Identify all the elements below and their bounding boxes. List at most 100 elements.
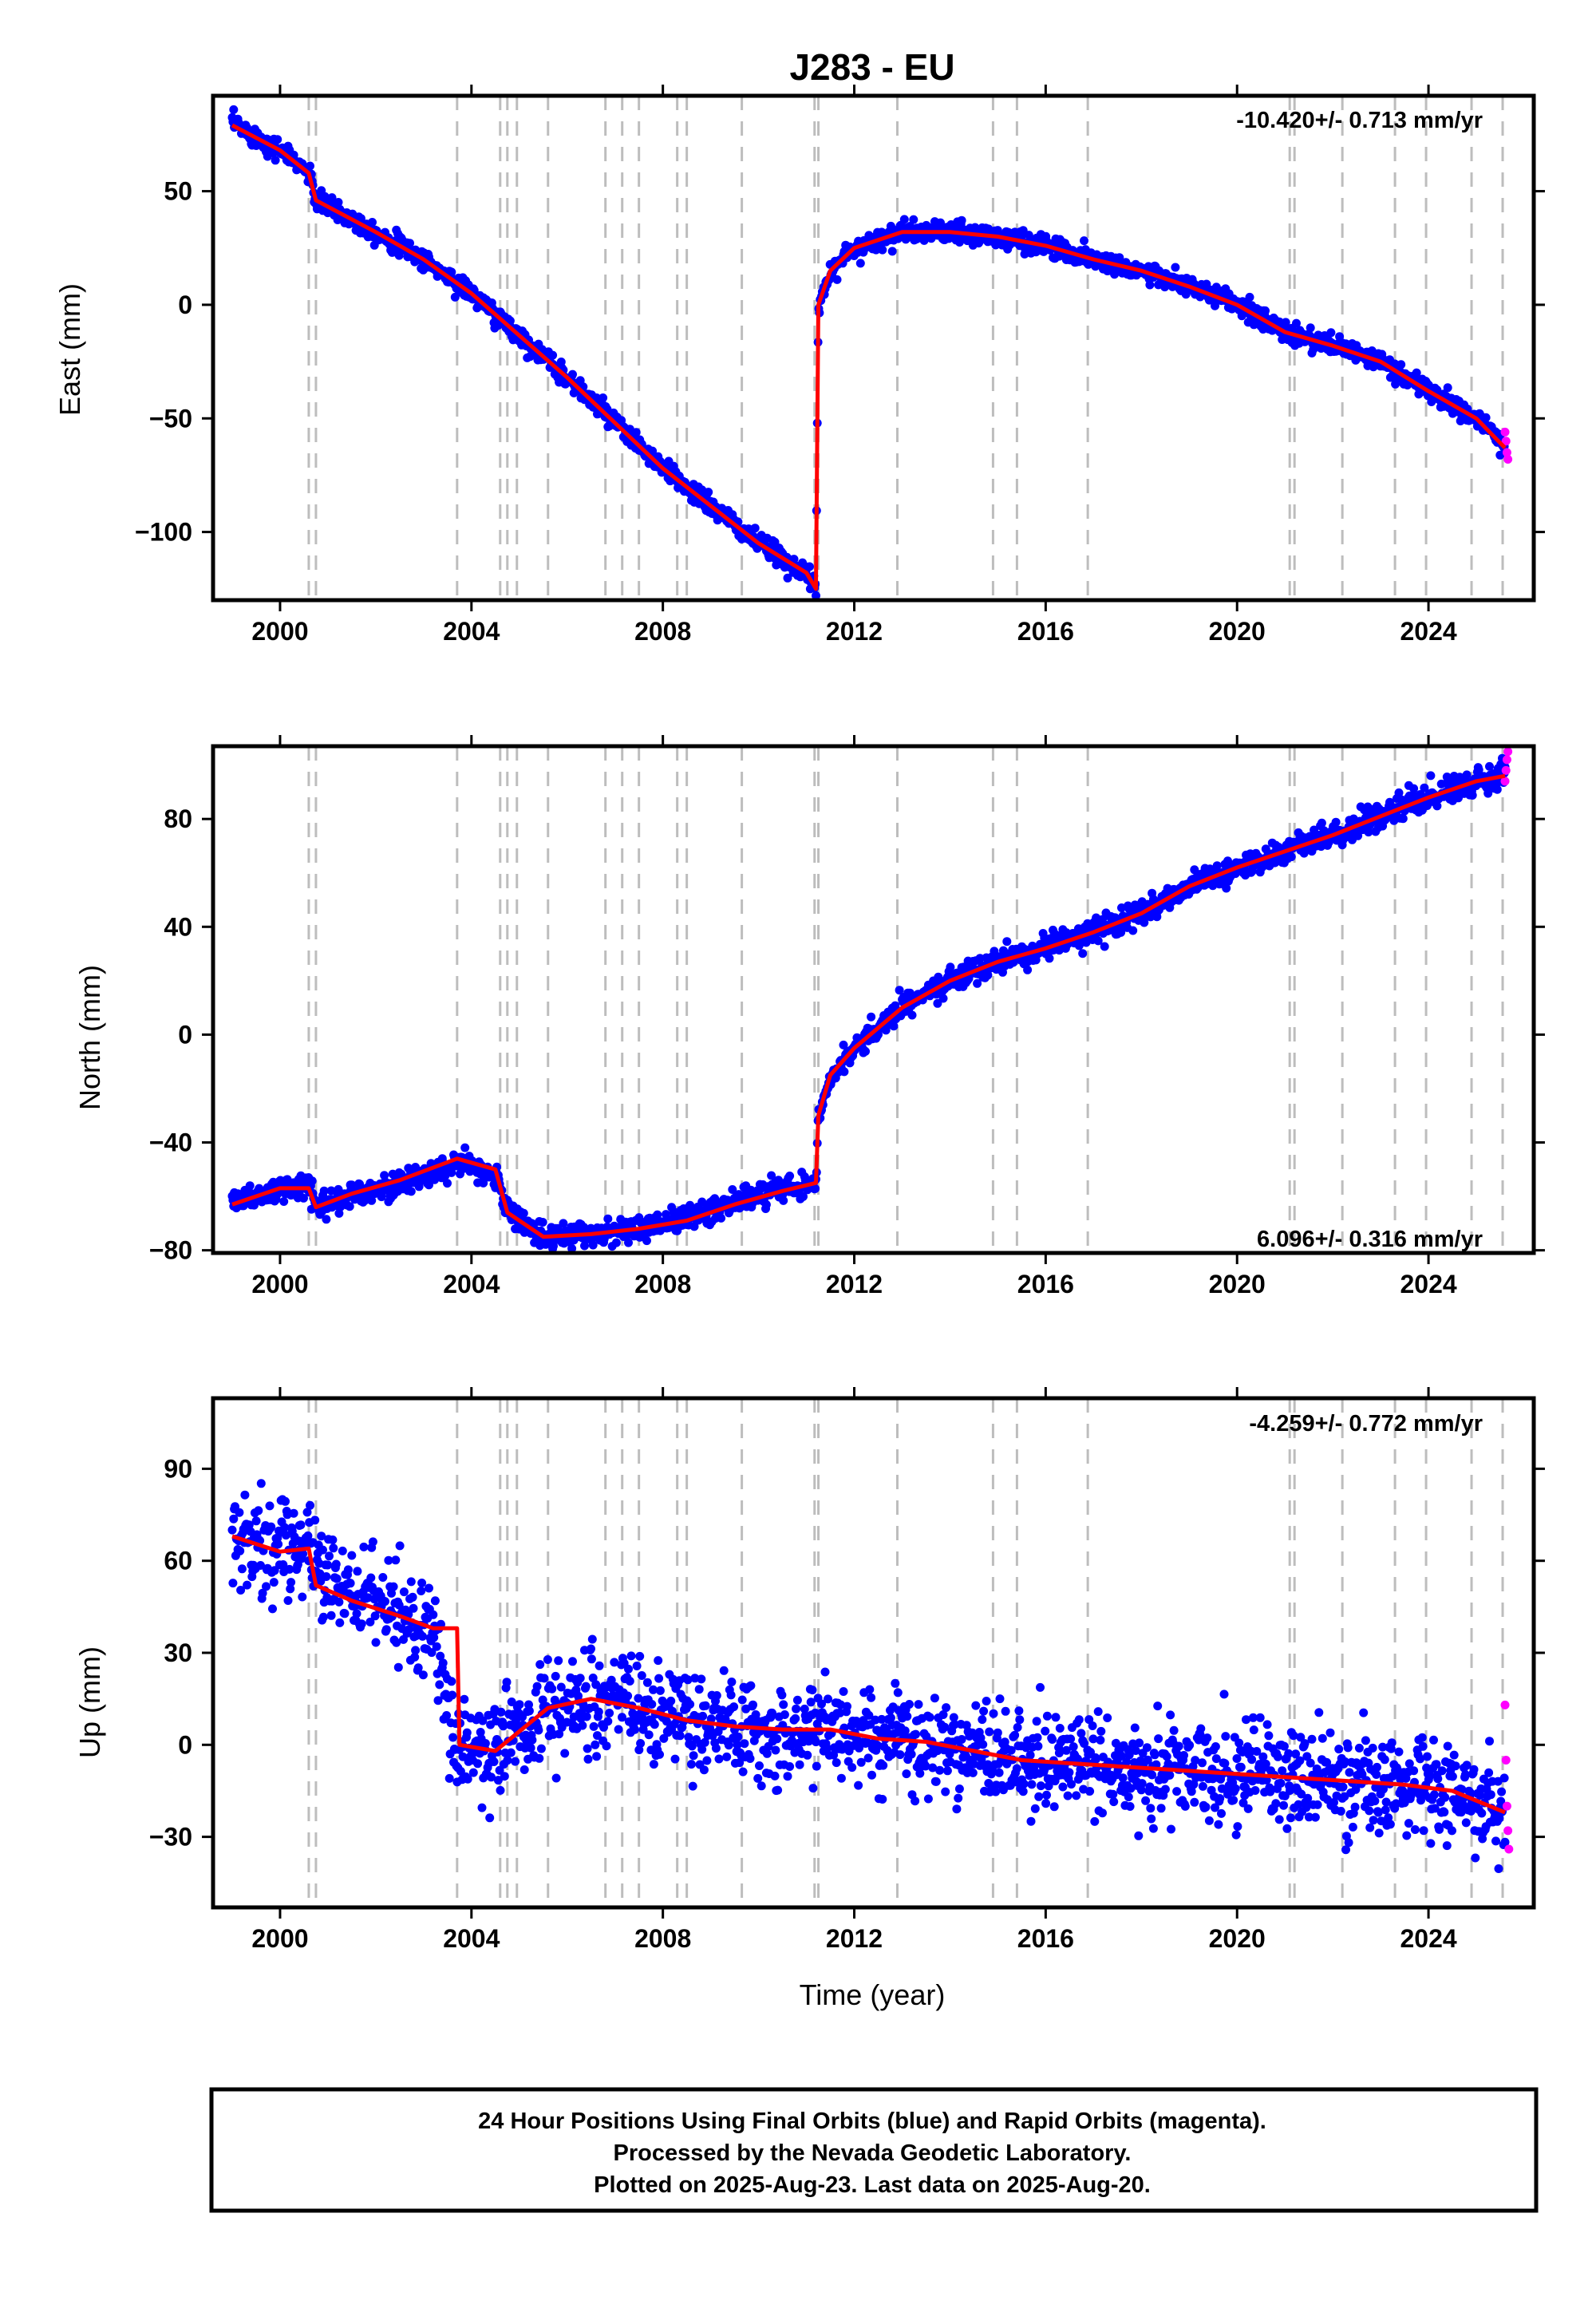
panel-up-final-point	[552, 1774, 561, 1783]
panel-up-final-point	[334, 1598, 343, 1607]
panel-up-final-point	[796, 1761, 804, 1769]
panel-north-final-point	[839, 1067, 848, 1076]
panel-up-final-point	[327, 1611, 336, 1620]
panel-north-ytick-label: −80	[149, 1236, 192, 1265]
panel-north-final-point	[346, 1202, 354, 1211]
panel-up-final-point	[739, 1768, 748, 1777]
panel-up-final-point	[777, 1690, 786, 1699]
panel-up-final-point	[396, 1541, 405, 1550]
panel-up-final-point	[627, 1651, 636, 1660]
panel-up-final-point	[323, 1561, 332, 1570]
panel-up-final-point	[533, 1682, 542, 1691]
panel-up-final-point	[930, 1694, 939, 1702]
panel-up-final-point	[978, 1715, 986, 1724]
panel-up-final-point	[837, 1774, 846, 1783]
panel-north-final-point	[779, 1196, 788, 1205]
panel-east-final-point	[1171, 263, 1179, 272]
panel-north-final-point	[246, 1181, 255, 1190]
panel-north-final-point	[785, 1172, 794, 1180]
panel-up-final-point	[583, 1745, 592, 1753]
footer-line-3: Plotted on 2025-Aug-23. Last data on 202…	[594, 2172, 1151, 2198]
panel-north-final-point	[460, 1144, 469, 1152]
panel-up-final-point	[955, 1784, 964, 1793]
panel-up-final-point	[702, 1757, 711, 1765]
panel-up-final-point	[979, 1707, 988, 1716]
panel-up-final-point	[630, 1725, 639, 1734]
panel-up-final-point	[994, 1729, 1002, 1737]
panel-north-final-point	[624, 1239, 633, 1247]
panel-north-final-point	[1287, 852, 1296, 861]
panel-up-final-point	[359, 1543, 368, 1551]
panel-north-ytick-label: 0	[178, 1020, 192, 1049]
panel-up-final-point	[496, 1786, 505, 1795]
panel-up-final-point	[978, 1740, 987, 1749]
panel-north-final-point	[1426, 771, 1435, 780]
panel-up-final-point	[803, 1751, 812, 1760]
panel-east-final-point	[856, 259, 865, 267]
panel-up-final-point	[391, 1555, 400, 1564]
panel-up-final-point	[306, 1501, 314, 1510]
panel-up-final-point	[1037, 1781, 1045, 1790]
panel-up-final-point	[235, 1547, 244, 1555]
panel-east-ytick-label: −100	[135, 518, 192, 547]
panel-up-final-point	[527, 1744, 535, 1753]
panel-east-ytick-label: 50	[164, 177, 192, 206]
panel-east-xtick-label: 2004	[443, 617, 500, 646]
panel-up-final-point	[435, 1680, 444, 1689]
panel-up-final-point	[332, 1560, 341, 1569]
panel-up-final-point	[780, 1710, 789, 1719]
panel-north-rapid-point	[1503, 747, 1512, 756]
panel-up-final-point	[520, 1765, 529, 1774]
panel-up-final-point	[238, 1564, 247, 1573]
panel-north-final-point	[407, 1187, 416, 1196]
panel-north-xtick-label: 2000	[251, 1270, 308, 1298]
panel-up-final-point	[821, 1668, 830, 1677]
panel-up-final-point	[547, 1685, 556, 1694]
panel-up-final-point	[655, 1750, 664, 1759]
panel-up-final-point	[286, 1578, 295, 1587]
panel-up-final-point	[727, 1690, 736, 1699]
panel-up-final-point	[503, 1678, 512, 1686]
panel-up-final-point	[650, 1760, 658, 1769]
panel-north-final-point	[279, 1197, 288, 1206]
panel-up-final-point	[439, 1658, 448, 1667]
panel-up-final-point	[500, 1772, 509, 1781]
panel-east-final-point	[958, 216, 966, 225]
panel-north-ytick-label: 80	[164, 804, 192, 833]
panel-up-final-point	[266, 1501, 275, 1510]
panel-up-final-point	[676, 1731, 685, 1740]
panel-north-final-point	[1128, 927, 1137, 935]
panel-up-final-point	[535, 1754, 543, 1763]
panel-up-final-point	[995, 1769, 1004, 1777]
panel-up-final-point	[671, 1755, 680, 1764]
panel-up-final-point	[318, 1546, 327, 1555]
panel-up-final-point	[1090, 1817, 1099, 1826]
panel-up-final-point	[666, 1697, 675, 1705]
panel-up-final-point	[1043, 1712, 1052, 1721]
panel-up-final-point	[603, 1717, 612, 1725]
panel-up-final-point	[543, 1655, 552, 1664]
panel-up-final-point	[1041, 1799, 1050, 1808]
panel-up-final-point	[635, 1652, 644, 1661]
panel-up-final-point	[779, 1700, 788, 1709]
panel-north-xtick-label: 2012	[826, 1270, 883, 1298]
panel-up-final-point	[341, 1609, 350, 1618]
panel-up-final-point	[935, 1766, 944, 1775]
panel-up-final-point	[689, 1782, 697, 1791]
panel-up-final-point	[537, 1745, 546, 1753]
panel-up-final-point	[1050, 1802, 1059, 1811]
panel-north-xtick-label: 2004	[443, 1270, 500, 1298]
panel-up-final-point	[267, 1523, 275, 1532]
panel-up-final-point	[235, 1508, 243, 1517]
panel-east-xtick-label: 2000	[251, 617, 308, 646]
panel-east-xtick-label: 2012	[826, 617, 883, 646]
panel-up-final-point	[722, 1753, 731, 1761]
panel-up-final-point	[911, 1796, 919, 1805]
panel-up-final-point	[942, 1703, 950, 1712]
panel-east-xtick-label: 2020	[1209, 617, 1266, 646]
panel-east-final-point	[1482, 413, 1491, 422]
panel-up-final-point	[623, 1692, 632, 1701]
panel-up-final-point	[903, 1712, 911, 1721]
panel-up-final-point	[901, 1726, 910, 1735]
panel-up-final-point	[839, 1687, 848, 1696]
